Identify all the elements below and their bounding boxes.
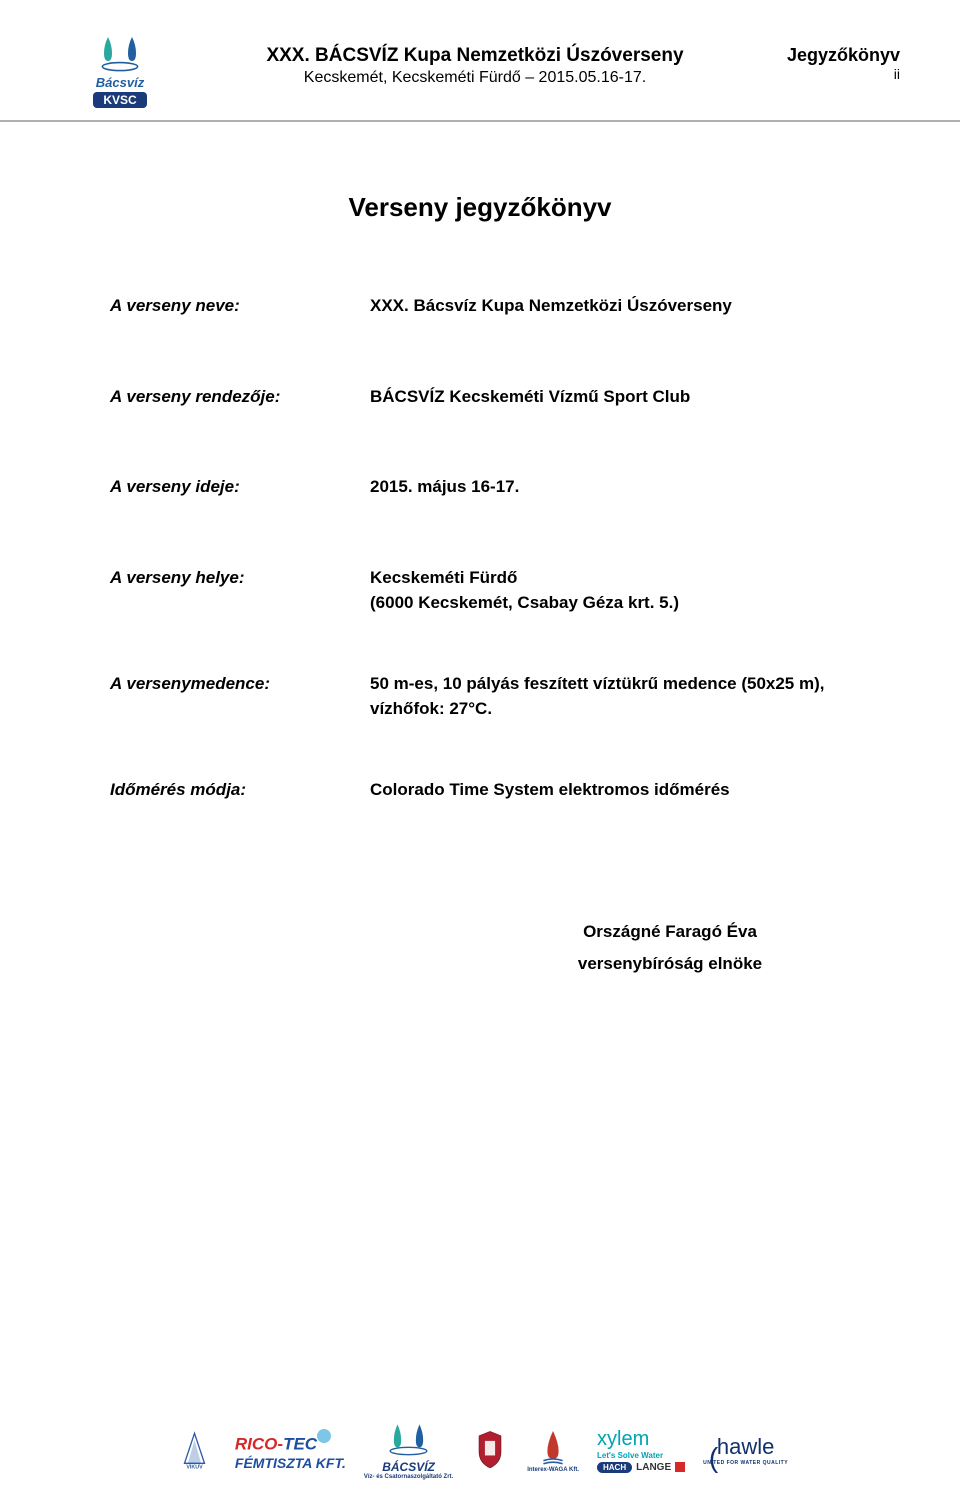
lange-text: LANGE xyxy=(636,1462,671,1473)
page-header: Bácsvíz KVSC XXX. BÁCSVÍZ Kupa Nemzetköz… xyxy=(0,0,960,122)
header-center: XXX. BÁCSVÍZ Kupa Nemzetközi Úszóverseny… xyxy=(180,30,770,87)
svg-text:VIKUV: VIKUV xyxy=(186,1465,203,1470)
sponsor-drop: Interex-WAGA Kft. xyxy=(527,1427,579,1473)
hawle-word: hawle xyxy=(717,1434,774,1459)
venue-line1: Kecskeméti Fürdő xyxy=(370,568,517,587)
row-date: A verseny ideje: 2015. május 16-17. xyxy=(110,474,850,500)
xylem-tagline: Let's Solve Water xyxy=(597,1451,663,1460)
label-timing: Időmérés módja: xyxy=(110,777,370,803)
signature-name: Országné Faragó Éva xyxy=(490,922,850,942)
bacsviz-footer-text: BÁCSVÍZ xyxy=(382,1460,435,1474)
signature-title: versenybíróság elnöke xyxy=(490,954,850,974)
bacsviz-logo-icon xyxy=(95,33,145,73)
hawle-text: ( hawle xyxy=(717,1434,774,1460)
value-pool: 50 m-es, 10 pályás feszített víztükrű me… xyxy=(370,671,850,722)
header-subtitle: Kecskemét, Kecskeméti Fürdő – 2015.05.16… xyxy=(190,69,760,87)
footer-sponsors: VIKUV RICO-TEC FÉMTISZTA KFT. BÁCSVÍZ Ví… xyxy=(0,1420,960,1480)
sponsor-shield xyxy=(471,1430,509,1470)
sponsor-vikuv: VIKUV xyxy=(172,1430,217,1470)
bacsviz-footer-icon xyxy=(381,1420,436,1460)
row-organiser: A verseny rendezője: BÁCSVÍZ Kecskeméti … xyxy=(110,384,850,410)
vikuv-icon: VIKUV xyxy=(172,1430,217,1470)
pool-line2: vízhőfok: 27°C. xyxy=(370,699,492,718)
bacsviz-footer-sub: Víz- és Csatornaszolgáltató Zrt. xyxy=(364,1474,453,1480)
sponsor-xylem: xylem Let's Solve Water HACH LANGE xyxy=(597,1428,685,1473)
kvsc-badge: KVSC xyxy=(93,92,146,108)
header-logo: Bácsvíz KVSC xyxy=(60,30,180,110)
rico-red: RICO- xyxy=(235,1435,283,1454)
row-pool: A versenymedence: 50 m-es, 10 pályás fes… xyxy=(110,671,850,722)
brand-text: Bácsvíz xyxy=(96,75,144,90)
label-organiser: A verseny rendezője: xyxy=(110,384,370,410)
header-right: Jegyzőkönyv ii xyxy=(770,30,900,82)
hach-badge: HACH xyxy=(597,1462,632,1473)
pool-line1: 50 m-es, 10 pályás feszített víztükrű me… xyxy=(370,674,824,693)
label-name: A verseny neve: xyxy=(110,293,370,319)
venue-line2: (6000 Kecskemét, Csabay Géza krt. 5.) xyxy=(370,593,679,612)
label-venue: A verseny helye: xyxy=(110,565,370,616)
value-timing: Colorado Time System elektromos időmérés xyxy=(370,777,850,803)
row-name: A verseny neve: XXX. Bácsvíz Kupa Nemzet… xyxy=(110,293,850,319)
value-organiser: BÁCSVÍZ Kecskeméti Vízmű Sport Club xyxy=(370,384,850,410)
value-name: XXX. Bácsvíz Kupa Nemzetközi Úszóverseny xyxy=(370,293,850,319)
content: Verseny jegyzőkönyv A verseny neve: XXX.… xyxy=(0,122,960,974)
jegyzokonyv-label: Jegyzőkönyv xyxy=(770,45,900,66)
interex-text: Interex-WAGA Kft. xyxy=(527,1467,579,1473)
rico-blue: TEC xyxy=(283,1435,317,1454)
signature-block: Országné Faragó Éva versenybíróság elnök… xyxy=(490,922,850,974)
femtiszta-text: FÉMTISZTA KFT. xyxy=(235,1455,346,1471)
shield-icon xyxy=(471,1430,509,1470)
page-number: ii xyxy=(770,66,900,82)
label-venue-text: A verseny helye: xyxy=(110,568,245,587)
sponsor-bacsviz: BÁCSVÍZ Víz- és Csatornaszolgáltató Zrt. xyxy=(364,1420,453,1480)
value-date: 2015. május 16-17. xyxy=(370,474,850,500)
sponsor-hawle: ( hawle UNITED FOR WATER QUALITY xyxy=(703,1434,788,1466)
sponsor-rico: RICO-TEC FÉMTISZTA KFT. xyxy=(235,1429,346,1471)
main-title: Verseny jegyzőkönyv xyxy=(110,192,850,223)
value-venue: Kecskeméti Fürdő (6000 Kecskemét, Csabay… xyxy=(370,565,850,616)
header-title: XXX. BÁCSVÍZ Kupa Nemzetközi Úszóverseny xyxy=(190,45,760,67)
drop-icon xyxy=(539,1427,567,1467)
row-venue: A verseny helye: Kecskeméti Fürdő (6000 … xyxy=(110,565,850,616)
row-timing: Időmérés módja: Colorado Time System ele… xyxy=(110,777,850,803)
label-pool: A versenymedence: xyxy=(110,671,370,722)
label-date: A verseny ideje: xyxy=(110,474,370,500)
xylem-text: xylem xyxy=(597,1428,649,1451)
